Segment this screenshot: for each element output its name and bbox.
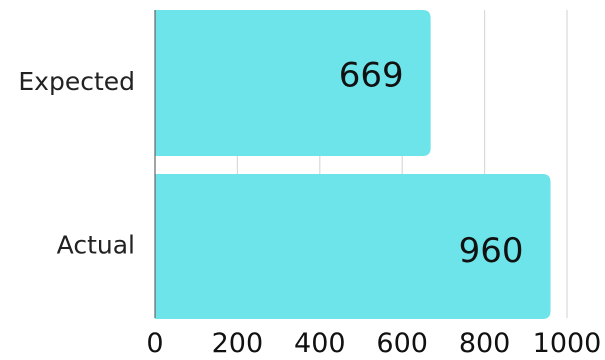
x-tick-label-800: 800 xyxy=(459,328,511,359)
value-label-expected: 669 xyxy=(339,56,404,96)
x-tick-label-0: 0 xyxy=(146,328,163,359)
x-tick-label-1000: 1000 xyxy=(533,328,602,359)
category-label-actual: Actual xyxy=(57,231,135,260)
bar-expected xyxy=(155,10,431,156)
value-labels: 669 960 xyxy=(339,56,524,272)
category-labels: Expected Actual xyxy=(18,67,135,260)
x-tick-label-600: 600 xyxy=(376,328,428,359)
x-tick-label-200: 200 xyxy=(212,328,264,359)
x-axis-tick-labels: 0 200 400 600 800 1000 xyxy=(146,328,601,359)
category-label-expected: Expected xyxy=(18,67,135,96)
value-label-actual: 960 xyxy=(459,231,524,271)
x-tick-label-400: 400 xyxy=(294,328,346,359)
bars xyxy=(155,10,551,319)
bar-actual xyxy=(155,174,551,319)
